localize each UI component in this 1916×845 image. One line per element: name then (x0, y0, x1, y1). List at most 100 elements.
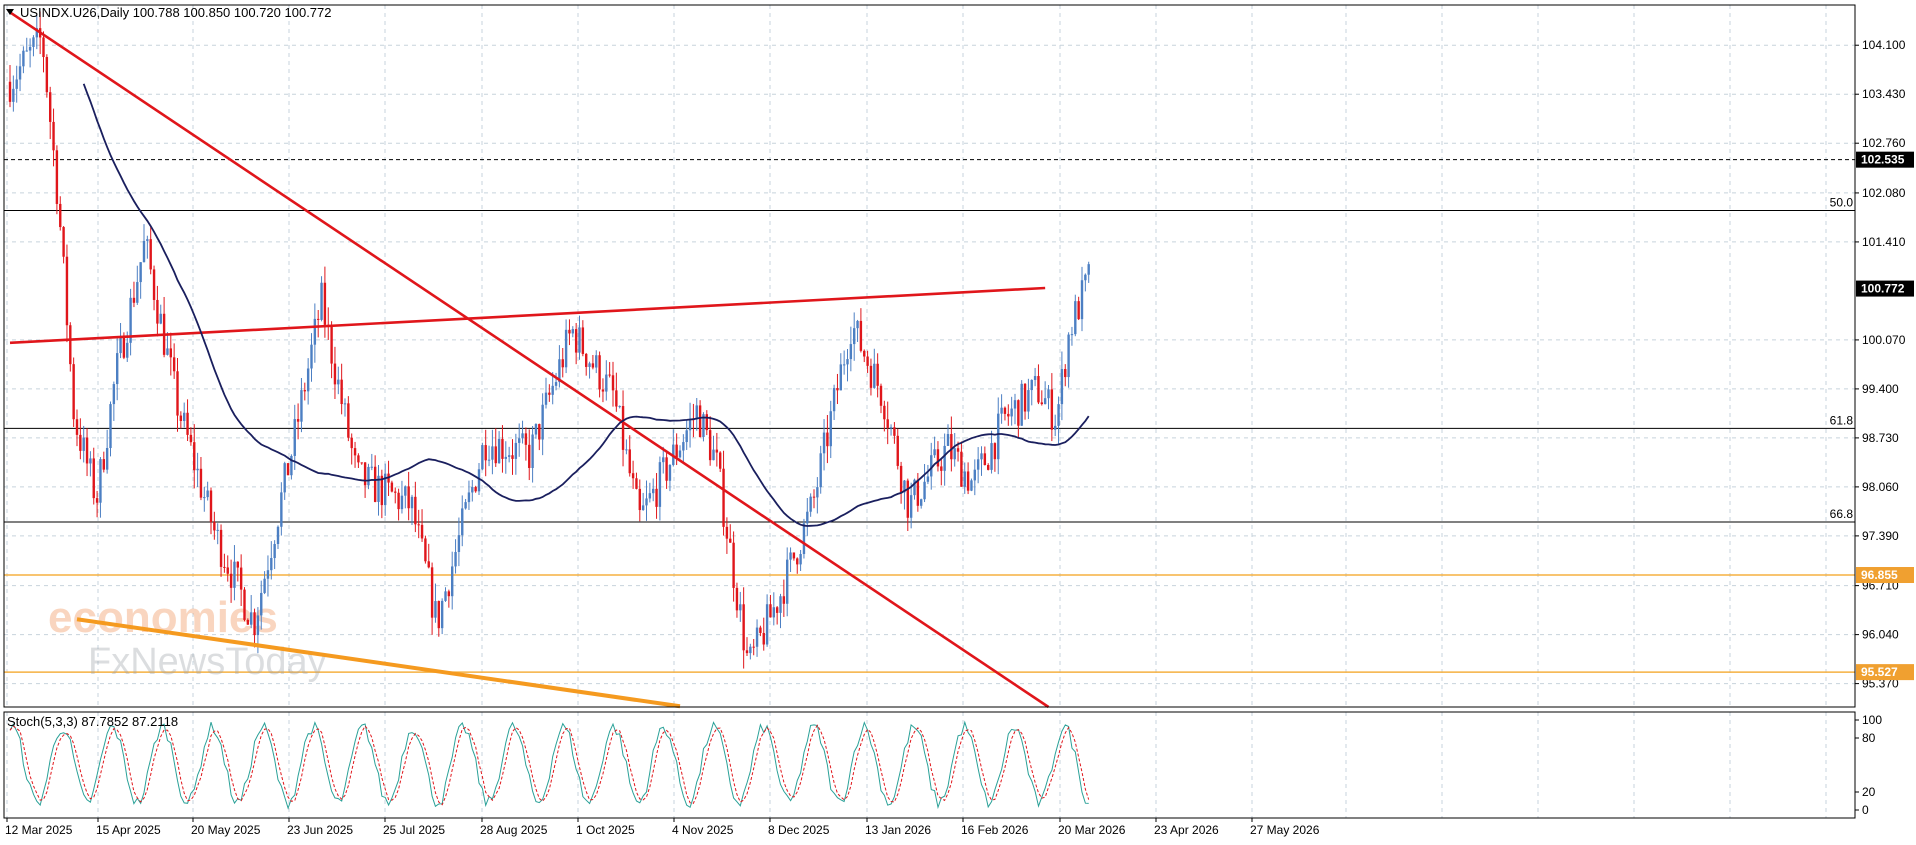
candle-body (591, 363, 595, 368)
candle-body (404, 486, 407, 496)
price-tick-label: 100.070 (1862, 333, 1906, 347)
candle-body (521, 433, 524, 439)
candle-body (370, 466, 373, 468)
candle-body (568, 329, 571, 334)
candle-body (451, 566, 454, 597)
candle-body (853, 328, 856, 345)
stoch-tick-label: 0 (1862, 803, 1869, 817)
candle-body (631, 473, 635, 479)
candle-body (993, 443, 997, 460)
candle-body (685, 430, 688, 443)
candle-body (126, 342, 129, 358)
candle-body (132, 297, 136, 303)
candle-body (976, 459, 980, 470)
candle-body (645, 498, 648, 506)
candle-body (193, 442, 196, 471)
candle-body (682, 442, 685, 451)
fib-level-label: 50.0 (1830, 195, 1854, 209)
candle-body (239, 567, 243, 590)
candle-body (1043, 398, 1047, 405)
candle-body (588, 363, 591, 367)
candle-body (105, 448, 109, 470)
candle-body (658, 462, 662, 507)
candle-body (752, 646, 755, 648)
candle-body (722, 468, 725, 527)
candle-body (698, 405, 702, 437)
candle-body (611, 375, 615, 391)
candle-body (196, 468, 199, 471)
candle-body (32, 37, 35, 47)
candle-body (146, 239, 149, 241)
candle-body (665, 457, 668, 481)
candle-body (628, 449, 631, 474)
candle-body (759, 627, 762, 633)
price-label-text: 95.527 (1861, 665, 1898, 679)
candle-body (762, 632, 765, 645)
candle-body (702, 414, 705, 437)
candle-body (909, 495, 913, 518)
candle-body (216, 529, 219, 531)
candle-body (886, 419, 889, 428)
candle-body (739, 604, 742, 611)
candle-body (296, 419, 300, 422)
candle-body (159, 313, 162, 324)
candle-body (360, 462, 363, 464)
stoch-d-line (9, 724, 1090, 806)
candle-body (447, 591, 451, 597)
symbol-triangle-icon[interactable] (6, 9, 14, 15)
candle-body (276, 526, 280, 544)
candle-body (172, 357, 176, 372)
candle-body (380, 475, 384, 506)
candle-body (876, 363, 879, 386)
candle-body (956, 448, 960, 452)
candle-body (69, 325, 72, 365)
candle-body (511, 455, 514, 459)
candle-body (625, 449, 628, 451)
candle-body (317, 318, 320, 320)
candle-body (464, 502, 467, 509)
candle-body (528, 444, 531, 469)
candle-body (323, 282, 327, 325)
price-label-text: 102.535 (1861, 153, 1905, 167)
date-tick-label: 25 Jul 2025 (383, 823, 445, 837)
candle-body (816, 487, 819, 498)
candle-body (112, 384, 116, 405)
candle-body (457, 535, 461, 552)
candle-body (531, 434, 534, 469)
candle-body (256, 615, 260, 636)
candle-body (306, 368, 310, 392)
price-label-text: 96.855 (1861, 568, 1898, 582)
candle-body (89, 458, 92, 464)
candle-body (474, 487, 477, 492)
candle-body (484, 445, 487, 461)
candle-body (578, 327, 581, 353)
candle-body (1030, 379, 1033, 391)
candle-body (1077, 301, 1080, 320)
candle-body (176, 371, 179, 416)
candle-body (444, 591, 447, 601)
candle-body (936, 449, 940, 467)
candle-body (99, 459, 102, 503)
candle-body (35, 28, 38, 38)
candle-body (203, 497, 206, 499)
price-label-box (1856, 151, 1914, 168)
candle-body (863, 350, 866, 357)
candle-body (729, 538, 732, 543)
candle-body (940, 466, 943, 471)
candle-body (836, 388, 839, 391)
candle-body (49, 92, 52, 122)
date-tick-label: 20 May 2025 (191, 823, 261, 837)
candle-body (1003, 407, 1007, 414)
candle-body (290, 455, 293, 476)
candle-body (102, 459, 105, 470)
candle-body (487, 459, 491, 461)
candle-body (866, 356, 869, 366)
candle-body (410, 496, 414, 509)
candle-body (548, 392, 551, 395)
candle-body (166, 348, 169, 355)
price-tick-label: 102.080 (1862, 186, 1906, 200)
date-tick-label: 20 Mar 2026 (1058, 823, 1126, 837)
candle-body (635, 478, 638, 489)
candle-body (82, 437, 85, 451)
